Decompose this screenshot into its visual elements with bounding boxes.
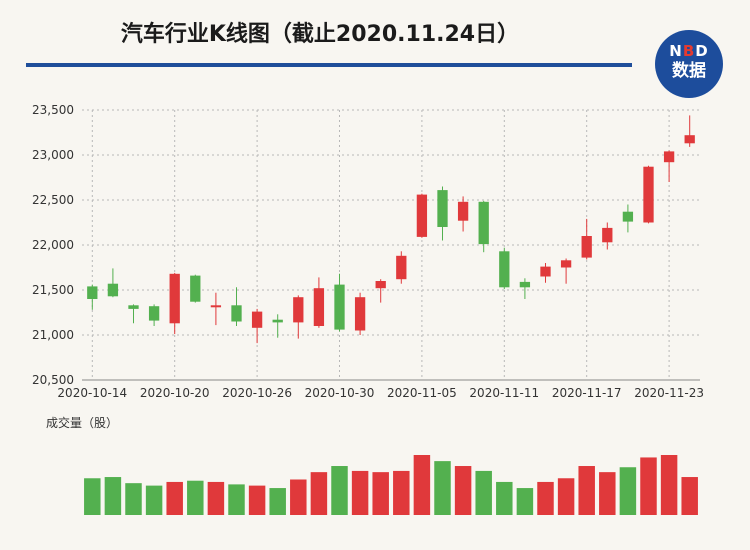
volume-bar xyxy=(496,481,513,515)
volume-bar xyxy=(269,488,286,515)
candle-body xyxy=(107,283,119,297)
nbd-logo: NBD 数据 xyxy=(655,30,723,98)
x-tick-label: 2020-11-17 xyxy=(552,386,622,400)
volume-bar xyxy=(681,477,698,515)
candle-body xyxy=(190,275,201,302)
volume-bar xyxy=(393,470,410,515)
candle-body xyxy=(457,201,469,221)
volume-bar xyxy=(434,461,451,515)
logo-text-data: 数据 xyxy=(672,61,706,81)
y-tick-label: 21,000 xyxy=(32,328,74,342)
candle-body xyxy=(643,166,654,223)
candle-body xyxy=(540,266,551,277)
candle-body xyxy=(478,201,489,245)
volume-bar xyxy=(640,457,657,515)
volume-bars xyxy=(84,455,698,515)
y-tick-label: 23,000 xyxy=(32,148,74,162)
volume-bar xyxy=(166,481,183,515)
x-tick-label: 2020-10-30 xyxy=(305,386,375,400)
volume-bar xyxy=(660,455,678,515)
x-tick-label: 2020-11-23 xyxy=(634,386,704,400)
volume-label: 成交量（股） xyxy=(46,416,119,430)
candle-body xyxy=(560,260,572,268)
candle-body xyxy=(354,297,366,331)
logo-text-nbd: NBD xyxy=(669,42,709,60)
candle-body xyxy=(128,305,139,309)
candle-body xyxy=(396,255,407,280)
chart-title: 汽车行业K线图（截止2020.11.24日） xyxy=(120,22,520,47)
volume-bar xyxy=(187,480,204,515)
x-tick-label: 2020-10-26 xyxy=(222,386,292,400)
volume-bar xyxy=(248,485,266,515)
x-tick-label: 2020-11-11 xyxy=(469,386,539,400)
volume-bar xyxy=(310,472,328,515)
y-axis-ticks: 20,500 21,000 21,500 22,000 22,500 23,000 23,5… xyxy=(32,103,74,387)
candle-body xyxy=(272,319,283,323)
x-tick-label: 2020-10-20 xyxy=(140,386,210,400)
y-tick-label: 23,500 xyxy=(32,103,74,117)
y-tick-label: 21,500 xyxy=(32,283,74,297)
candle-body xyxy=(87,286,98,299)
volume-bar xyxy=(145,485,163,515)
volume-bar xyxy=(351,470,369,515)
candle-body xyxy=(499,251,510,288)
candle-body xyxy=(663,151,675,163)
candle-body xyxy=(581,236,592,258)
x-axis-ticks: 2020-10-14 2020-10-20 2020-10-26 2020-10-30… xyxy=(57,386,704,400)
volume-bar xyxy=(413,455,431,515)
candle-body xyxy=(375,281,386,289)
candle-body xyxy=(437,190,448,227)
volume-bar xyxy=(290,479,307,515)
y-tick-label: 22,000 xyxy=(32,238,74,252)
candle-body xyxy=(334,284,345,330)
volume-bar xyxy=(516,488,534,515)
grid-lines xyxy=(82,109,700,381)
volume-bar xyxy=(331,466,348,515)
candle-body xyxy=(231,305,242,322)
volume-bar xyxy=(104,477,122,515)
volume-bar xyxy=(454,466,472,515)
volume-bar xyxy=(537,481,554,515)
volume-bar xyxy=(228,484,245,515)
volume-bar xyxy=(619,467,637,515)
candle-body xyxy=(519,281,531,288)
volume-bar xyxy=(125,483,142,515)
volume-bar xyxy=(557,478,575,515)
candle-body xyxy=(169,273,180,324)
volume-bar xyxy=(372,472,389,515)
candle-body xyxy=(251,311,263,328)
candle-body xyxy=(684,135,695,144)
volume-bar xyxy=(207,481,225,515)
candle-body xyxy=(210,305,222,308)
candle-body xyxy=(416,194,428,237)
candle-body xyxy=(313,288,325,326)
y-tick-label: 22,500 xyxy=(32,193,74,207)
volume-bar xyxy=(578,466,595,515)
candle-body xyxy=(622,211,634,222)
candle-body xyxy=(293,297,304,323)
candle-body xyxy=(602,227,613,243)
volume-bar xyxy=(475,470,492,515)
x-tick-label: 2020-11-05 xyxy=(387,386,457,400)
volume-bar xyxy=(84,478,101,515)
candle-body xyxy=(148,306,160,321)
title-underline xyxy=(26,63,632,67)
candles xyxy=(87,115,695,344)
y-tick-label: 20,500 xyxy=(32,373,74,387)
volume-bar xyxy=(599,472,616,515)
x-tick-label: 2020-10-14 xyxy=(57,386,127,400)
